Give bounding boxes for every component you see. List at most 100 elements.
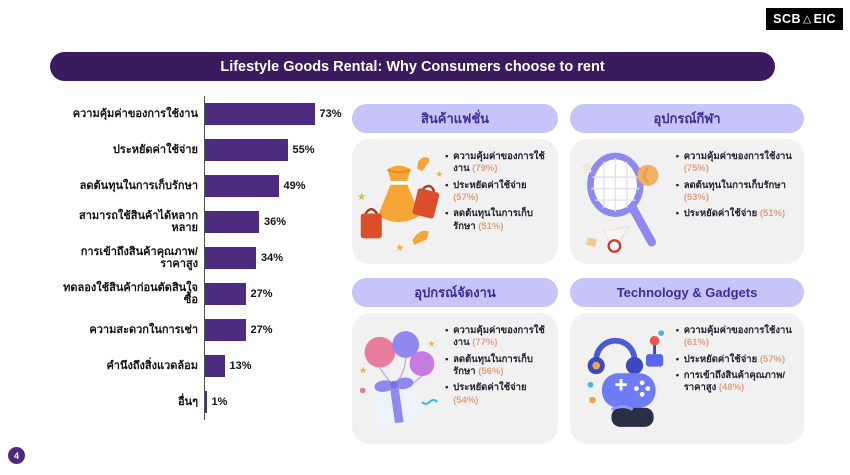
card-bullet: ลดต้นทุนในการเก็บรักษา (51%) xyxy=(445,208,548,233)
card-sports-body: ความคุ้มค่าของการใช้งาน (75%) ลดต้นทุนในก… xyxy=(570,139,804,264)
card-bullet-value: (51%) xyxy=(759,208,786,220)
chart-category-label: สามารถใช้สินค้าได้หลากหลาย xyxy=(79,209,198,234)
chart-bar-area: 73% xyxy=(204,96,360,132)
sports-illustration-icon xyxy=(572,145,674,258)
card-event: อุปกรณ์จัดงาน xyxy=(352,278,558,444)
card-technology-body: ความคุ้มค่าของการใช้งาน (61%) ประหยัดค่าใ… xyxy=(570,313,804,444)
card-bullet: ความคุ้มค่าของการใช้งาน (75%) xyxy=(676,151,794,176)
card-bullet-text: ลดต้นทุนในการเก็บรักษา xyxy=(453,208,533,232)
bar-chart-rows: ความคุ้มค่าของการใช้งาน 73% ประหยัดค่าใช้จ… xyxy=(58,96,360,420)
card-event-title: อุปกรณ์จัดงาน xyxy=(414,285,496,300)
chart-row: สามารถใช้สินค้าได้หลากหลาย 36% xyxy=(58,204,360,240)
chart-value-label: 13% xyxy=(229,360,252,372)
chart-category-label: ความคุ้มค่าของการใช้งาน xyxy=(72,107,198,120)
chart-bar-area: 1% xyxy=(204,384,360,420)
card-bullet-value: (79%) xyxy=(472,163,498,175)
svg-text:★: ★ xyxy=(427,338,435,348)
gaming-illustration-icon xyxy=(572,319,674,438)
card-fashion-bullets: ความคุ้มค่าของการใช้งาน (79%) ประหยัดค่าใ… xyxy=(445,145,552,258)
card-fashion-header: สินค้าแฟชั่น xyxy=(352,104,558,133)
fashion-illustration-icon: ★ ★ ★ xyxy=(354,145,443,258)
chart-row: ความคุ้มค่าของการใช้งาน 73% xyxy=(58,96,360,132)
svg-text:★: ★ xyxy=(358,365,367,376)
card-bullet-value: (77%) xyxy=(472,337,498,349)
chart-bar xyxy=(205,319,246,341)
card-bullet-text: ความคุ้มค่าของการใช้งาน xyxy=(683,325,792,336)
bar-chart: ความคุ้มค่าของการใช้งาน 73% ประหยัดค่าใช้จ… xyxy=(58,96,360,420)
card-bullet: ประหยัดค่าใช้จ่าย (57%) xyxy=(676,353,794,367)
card-sports-bullets: ความคุ้มค่าของการใช้งาน (75%) ลดต้นทุนในก… xyxy=(676,145,798,258)
card-sports: อุปกรณ์กีฬา ความคุ้มค xyxy=(570,104,804,264)
svg-text:★: ★ xyxy=(435,169,443,179)
chart-category-label: ความสะดวกในการเช่า xyxy=(89,323,198,336)
card-fashion-body: ★ ★ ★ ความคุ้มค่าของการใช้งาน (79%) ประหย… xyxy=(352,139,558,264)
chart-value-label: 55% xyxy=(292,144,315,156)
chart-category-label: การเข้าถึงสินค้าคุณภาพ/ราคาสูง xyxy=(80,245,198,270)
card-bullet-value: (54%) xyxy=(453,394,479,406)
card-bullet-value: (48%) xyxy=(718,382,745,394)
card-bullet: ความคุ้มค่าของการใช้งาน (79%) xyxy=(445,151,548,176)
slide-title: Lifestyle Goods Rental: Why Consumers ch… xyxy=(220,58,605,75)
card-sports-title: อุปกรณ์กีฬา xyxy=(653,111,721,126)
chart-bar xyxy=(205,247,256,269)
card-bullet-text: ความคุ้มค่าของการใช้งาน xyxy=(453,151,545,175)
card-bullet-value: (56%) xyxy=(478,366,504,378)
card-bullet-text: ความคุ้มค่าของการใช้งาน xyxy=(683,151,792,162)
category-cards: สินค้าแฟชั่น xyxy=(352,104,804,444)
chart-value-label: 27% xyxy=(250,324,273,336)
card-sports-header: อุปกรณ์กีฬา xyxy=(570,104,804,133)
card-bullet: ลดต้นทุนในการเก็บรักษา (56%) xyxy=(445,354,548,379)
scb-eic-logo: SCB △ EIC xyxy=(766,8,843,30)
card-bullet-text: ประหยัดค่าใช้จ่าย xyxy=(453,382,527,394)
card-event-body: ★ ★ ความคุ้มค่าของการใช้งาน (77%) ลดต้นทุ… xyxy=(352,313,558,444)
card-bullet-text: ลดต้นทุนในการเก็บรักษา xyxy=(453,353,533,378)
chart-row: อื่นๆ 1% xyxy=(58,384,360,420)
chart-bar-area: 27% xyxy=(204,312,360,348)
chart-category-label: ลดต้นทุนในการเก็บรักษา xyxy=(79,179,198,192)
card-bullet-value: (57%) xyxy=(759,353,786,365)
chart-value-label: 36% xyxy=(264,216,287,228)
chart-row: การเข้าถึงสินค้าคุณภาพ/ราคาสูง 34% xyxy=(58,240,360,276)
card-bullet-value: (75%) xyxy=(683,163,710,175)
chart-value-label: 1% xyxy=(211,396,228,408)
chart-bar xyxy=(205,283,246,305)
chart-bar xyxy=(205,355,225,377)
card-bullet: การเข้าถึงสินค้าคุณภาพ/ราคาสูง (48%) xyxy=(676,370,794,395)
svg-text:★: ★ xyxy=(356,191,365,203)
card-bullet-value: (57%) xyxy=(453,192,479,204)
chart-bar-area: 55% xyxy=(204,132,360,168)
card-bullet-value: (51%) xyxy=(478,220,504,232)
svg-text:★: ★ xyxy=(395,241,404,253)
chart-bar xyxy=(205,139,288,161)
chart-bar-area: 13% xyxy=(204,348,360,384)
chart-row: ลดต้นทุนในการเก็บรักษา 49% xyxy=(58,168,360,204)
chart-bar xyxy=(205,103,315,125)
scb-triangle-icon: △ xyxy=(803,12,812,25)
chart-bar xyxy=(205,175,279,197)
card-bullet: ประหยัดค่าใช้จ่าย (54%) xyxy=(445,382,548,407)
chart-value-label: 27% xyxy=(250,288,273,300)
card-technology: Technology & Gadgets xyxy=(570,278,804,444)
chart-bar-area: 36% xyxy=(204,204,360,240)
party-illustration-icon: ★ ★ xyxy=(354,319,443,438)
slide-title-banner: Lifestyle Goods Rental: Why Consumers ch… xyxy=(50,52,775,81)
card-event-bullets: ความคุ้มค่าของการใช้งาน (77%) ลดต้นทุนในก… xyxy=(445,319,552,438)
chart-value-label: 49% xyxy=(283,180,306,192)
chart-category-label: คำนึงถึงสิ่งแวดล้อม xyxy=(106,359,198,372)
card-bullet-text: ลดต้นทุนในการเก็บรักษา xyxy=(683,179,786,191)
chart-category-label: ประหยัดค่าใช้จ่าย xyxy=(112,143,198,156)
card-bullet: ประหยัดค่าใช้จ่าย (51%) xyxy=(676,208,794,221)
chart-row: ประหยัดค่าใช้จ่าย 55% xyxy=(58,132,360,168)
chart-value-label: 34% xyxy=(261,252,284,264)
card-bullet-value: (53%) xyxy=(683,192,710,204)
card-bullet-text: ความคุ้มค่าของการใช้งาน xyxy=(453,325,545,349)
card-bullet: ลดต้นทุนในการเก็บรักษา (53%) xyxy=(676,180,794,205)
card-technology-header: Technology & Gadgets xyxy=(570,278,804,307)
card-bullet-value: (61%) xyxy=(683,337,710,349)
card-technology-title: Technology & Gadgets xyxy=(616,285,758,300)
page-number: 4 xyxy=(13,450,19,461)
card-bullet-text: ประหยัดค่าใช้จ่าย xyxy=(683,208,760,220)
chart-row: คำนึงถึงสิ่งแวดล้อม 13% xyxy=(58,348,360,384)
chart-bar-area: 27% xyxy=(204,276,360,312)
chart-bar xyxy=(205,211,259,233)
